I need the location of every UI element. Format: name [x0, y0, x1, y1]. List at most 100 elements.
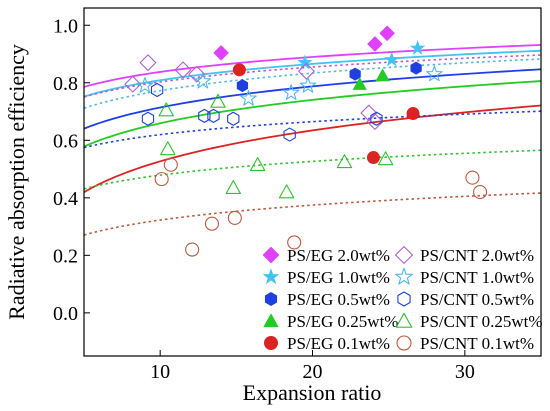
legend-label: PS/CNT 0.5wt%: [420, 290, 534, 309]
data-point: [379, 25, 395, 42]
legend-marker: [397, 291, 411, 307]
data-point: [163, 157, 178, 172]
data-point: [124, 75, 142, 93]
data-point: [473, 185, 488, 200]
x-tick-label: 20: [303, 361, 323, 383]
data-point: [366, 113, 384, 130]
data-points: [124, 25, 488, 257]
data-point: [227, 210, 242, 226]
data-point: [366, 151, 380, 165]
legend-marker: [395, 312, 413, 328]
data-point: [299, 76, 317, 93]
y-tick-label: 0.0: [53, 303, 78, 325]
y-tick-label: 0.6: [53, 130, 78, 152]
series: [154, 157, 488, 257]
legend-label: PS/CNT 1.0wt%: [420, 268, 534, 287]
data-point: [367, 36, 383, 52]
data-point: [349, 67, 361, 81]
data-point: [283, 127, 296, 142]
data-point: [154, 172, 169, 187]
data-point: [298, 62, 315, 80]
legend-marker: [396, 335, 412, 351]
y-tick-label: 1.0: [53, 15, 78, 37]
y-tick-label: 0.8: [53, 73, 78, 95]
data-point: [409, 40, 426, 55]
series: [124, 54, 384, 130]
fit-curve: [84, 104, 541, 194]
plot-area: [84, 25, 541, 257]
fit-curve: [84, 54, 541, 98]
series: [232, 63, 420, 165]
data-point: [249, 157, 266, 172]
y-axis-label: Radiative absorption efficiency: [4, 44, 29, 320]
data-point: [352, 77, 367, 90]
data-point: [383, 51, 400, 67]
data-point: [158, 102, 174, 117]
data-point: [236, 79, 249, 93]
legend-marker: [264, 336, 278, 350]
x-axis: 10 20 30: [150, 350, 475, 383]
data-point: [198, 108, 211, 123]
series: [352, 68, 390, 90]
series: [213, 25, 395, 61]
data-point: [207, 108, 220, 123]
data-point: [213, 45, 229, 61]
series: [158, 93, 394, 199]
data-point: [426, 65, 443, 82]
data-point: [150, 82, 164, 98]
legend-label: PS/EG 0.5wt%: [287, 290, 390, 309]
data-point: [287, 235, 302, 250]
series: [136, 65, 443, 106]
data-point: [194, 72, 212, 89]
series: [297, 40, 426, 70]
legend-label: PS/CNT 0.25wt%: [420, 312, 543, 331]
fit-curve: [84, 44, 541, 88]
legend-label: PS/EG 0.1wt%: [287, 334, 390, 353]
data-point: [227, 111, 240, 126]
legend-marker: [262, 268, 280, 285]
x-tick-label: 10: [150, 361, 170, 383]
legend-label: PS/CNT 2.0wt%: [420, 246, 534, 265]
data-point: [375, 68, 390, 82]
y-tick-label: 0.4: [53, 188, 78, 210]
data-point: [465, 170, 480, 185]
data-point: [282, 84, 300, 100]
legend-label: PS/EG 1.0wt%: [287, 268, 390, 287]
data-point: [360, 104, 378, 122]
legend-marker: [264, 292, 278, 306]
fit-curve: [84, 110, 541, 149]
data-point: [377, 151, 394, 166]
series: [141, 82, 383, 142]
data-point: [297, 54, 313, 70]
legend-label: PS/EG 2.0wt%: [287, 246, 390, 265]
legend-marker: [263, 313, 279, 328]
data-point: [336, 154, 353, 169]
data-point: [406, 107, 420, 121]
fit-curves: [84, 44, 541, 236]
legend-marker: [262, 246, 280, 264]
legend-marker: [395, 267, 413, 285]
legend-marker: [395, 246, 413, 264]
data-point: [174, 61, 192, 79]
fit-curve: [84, 80, 541, 148]
fit-curve: [84, 68, 541, 130]
legend-label: PS/EG 0.25wt%: [287, 312, 398, 331]
x-axis-label: Expansion ratio: [243, 380, 382, 405]
data-point: [139, 54, 157, 71]
data-point: [204, 216, 220, 231]
data-point: [278, 184, 295, 199]
data-point: [136, 76, 154, 93]
legend: PS/EG 2.0wt% PS/EG 1.0wt% PS/EG 0.5wt% PS/E…: [262, 246, 543, 353]
y-tick-label: 0.2: [53, 245, 78, 267]
data-point: [210, 93, 226, 108]
data-point: [188, 65, 206, 83]
fit-curve: [84, 149, 541, 190]
data-point: [240, 89, 257, 106]
legend-label: PS/CNT 0.1wt%: [420, 334, 534, 353]
fit-curve: [84, 192, 541, 236]
data-point: [410, 61, 422, 75]
data-point: [232, 63, 246, 77]
fit-curve: [84, 49, 541, 98]
x-tick-label: 30: [455, 361, 475, 383]
